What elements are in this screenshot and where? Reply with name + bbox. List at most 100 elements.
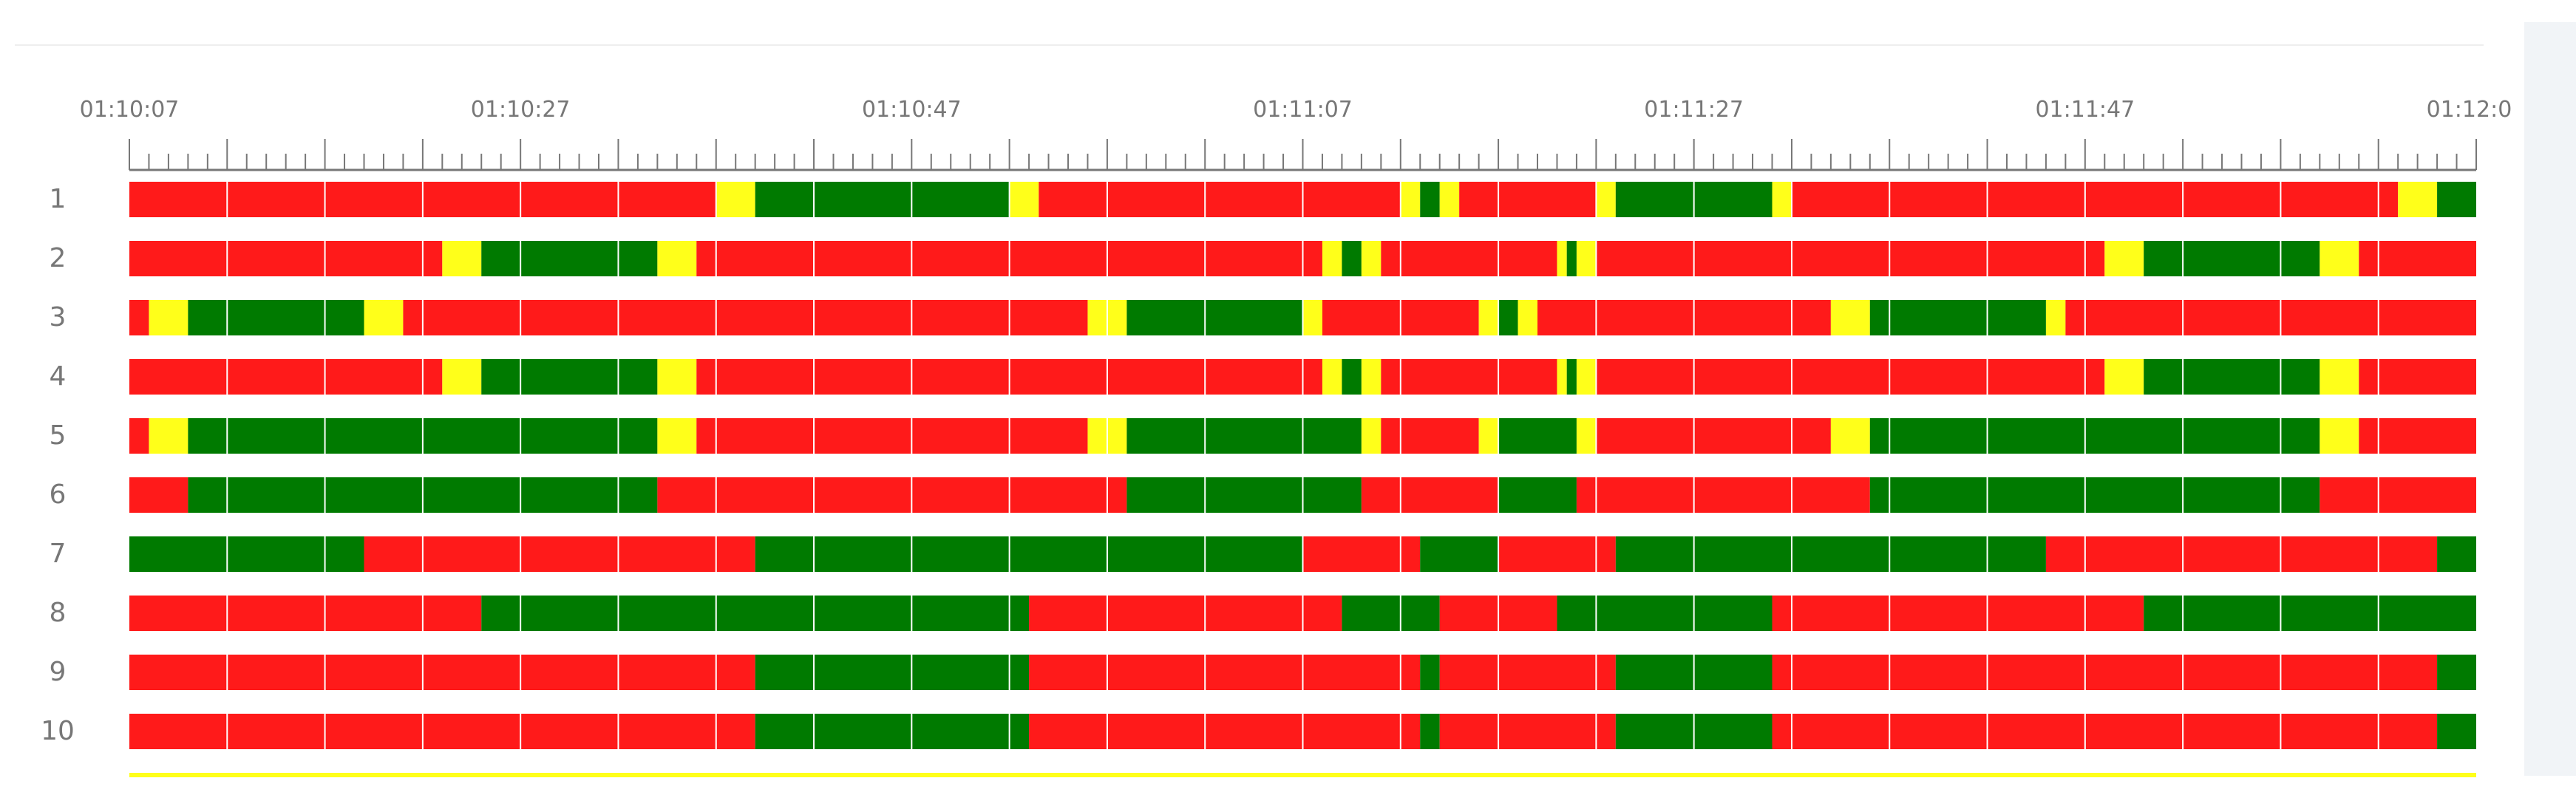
- segment-yellow: [1518, 300, 1537, 335]
- segment-green: [1615, 536, 2046, 572]
- row-label: 5: [50, 420, 67, 451]
- segment-red: [1381, 418, 1479, 454]
- segment-red: [129, 596, 482, 631]
- segment-green: [1420, 536, 1499, 572]
- segment-red: [1498, 536, 1616, 572]
- row-label: 7: [50, 539, 67, 569]
- segment-green: [1869, 418, 2320, 454]
- segment-yellow: [2320, 418, 2359, 454]
- segment-green: [2144, 596, 2476, 631]
- segment-yellow: [1361, 418, 1382, 454]
- segment-green: [755, 182, 1010, 217]
- timeline-row: 2: [50, 241, 2476, 276]
- segment-red: [1596, 359, 2105, 395]
- segment-yellow: [2320, 359, 2359, 395]
- timeline-row: 1: [50, 182, 2476, 217]
- timeline-row: 7: [50, 536, 2476, 572]
- segment-red: [129, 714, 755, 749]
- time-label: 01:11:07: [1253, 97, 1353, 123]
- timeline-row: 9: [50, 655, 2476, 690]
- row-label: 2: [50, 243, 67, 273]
- segment-green: [481, 359, 658, 395]
- segment-yellow: [149, 300, 188, 335]
- segment-yellow: [1361, 241, 1382, 276]
- segment-green: [1566, 359, 1577, 395]
- segment-red: [1772, 714, 2438, 749]
- segment-green: [2144, 359, 2320, 395]
- segment-yellow: [149, 418, 188, 454]
- segment-yellow: [1322, 359, 1342, 395]
- segment-red: [129, 241, 443, 276]
- segment-yellow: [1478, 300, 1499, 335]
- scrollbar-track[interactable]: [2524, 22, 2576, 776]
- segment-green: [2437, 182, 2476, 217]
- segment-yellow: [1439, 182, 1460, 217]
- top-divider: [15, 44, 2484, 46]
- segment-green: [1869, 477, 2320, 513]
- time-label: 01:11:47: [2035, 97, 2135, 123]
- time-label: 01:12:07: [2427, 97, 2513, 123]
- segment-yellow: [657, 359, 697, 395]
- segment-yellow: [657, 241, 697, 276]
- time-label: 01:10:27: [471, 97, 571, 123]
- segment-red: [364, 536, 755, 572]
- row-label: 4: [50, 361, 67, 392]
- segment-red: [1537, 300, 1831, 335]
- segment-yellow: [1576, 418, 1597, 454]
- partial-row: [129, 773, 2476, 777]
- segment-green: [1498, 300, 1518, 335]
- segment-red: [129, 300, 149, 335]
- segment-green: [2437, 655, 2476, 690]
- row-label: 8: [50, 598, 67, 628]
- segment-yellow: [1302, 300, 1322, 335]
- segment-red: [129, 477, 188, 513]
- segment-red: [129, 655, 755, 690]
- segment-red: [2359, 359, 2476, 395]
- timeline-row: 6: [50, 477, 2476, 513]
- segment-red: [2359, 418, 2476, 454]
- segment-red: [657, 477, 1127, 513]
- segment-green: [755, 536, 1303, 572]
- segment-red: [1791, 182, 2399, 217]
- row-label: 1: [50, 184, 67, 214]
- segment-red: [1302, 536, 1421, 572]
- row-label: 9: [50, 657, 67, 687]
- segment-yellow: [1478, 418, 1499, 454]
- time-label: 01:11:27: [1644, 97, 1744, 123]
- segment-green: [755, 714, 1030, 749]
- segment-red: [696, 418, 1088, 454]
- segment-green: [1126, 300, 1303, 335]
- segment-yellow: [1400, 182, 1421, 217]
- segment-red: [1576, 477, 1870, 513]
- segment-red: [1381, 359, 1557, 395]
- segment-green: [1420, 655, 1440, 690]
- row-label: 10: [41, 716, 75, 746]
- segment-yellow: [2045, 300, 2066, 335]
- segment-red: [1029, 714, 1421, 749]
- segment-yellow: [1009, 182, 1039, 217]
- segment-green: [481, 241, 658, 276]
- segment-green: [1420, 714, 1440, 749]
- row-label: 3: [50, 302, 67, 332]
- segment-yellow: [1557, 241, 1567, 276]
- segment-yellow: [1830, 418, 1870, 454]
- segment-red: [129, 418, 149, 454]
- segment-red: [2045, 536, 2438, 572]
- time-axis: 01:10:07 01:10:27 01:10:47 01:11:07 01:11:27…: [80, 97, 2513, 171]
- segment-yellow: [1830, 300, 1870, 335]
- segment-yellow: [1361, 359, 1382, 395]
- segment-yellow: [364, 300, 404, 335]
- segment-yellow: [1772, 182, 1792, 217]
- segment-red: [1381, 241, 1557, 276]
- segment-green: [188, 300, 364, 335]
- segment-yellow: [1576, 359, 1597, 395]
- segment-yellow: [442, 359, 482, 395]
- segment-green: [2437, 536, 2476, 572]
- timeline-chart: 01:10:07 01:10:27 01:10:47 01:11:07 01:11:27…: [41, 97, 2513, 777]
- timeline-row: 8: [50, 596, 2476, 631]
- segment-green: [1498, 418, 1577, 454]
- segment-yellow: [442, 241, 482, 276]
- segment-red: [2065, 300, 2476, 335]
- timeline-row: 4: [50, 359, 2476, 395]
- segment-red: [1459, 182, 1597, 217]
